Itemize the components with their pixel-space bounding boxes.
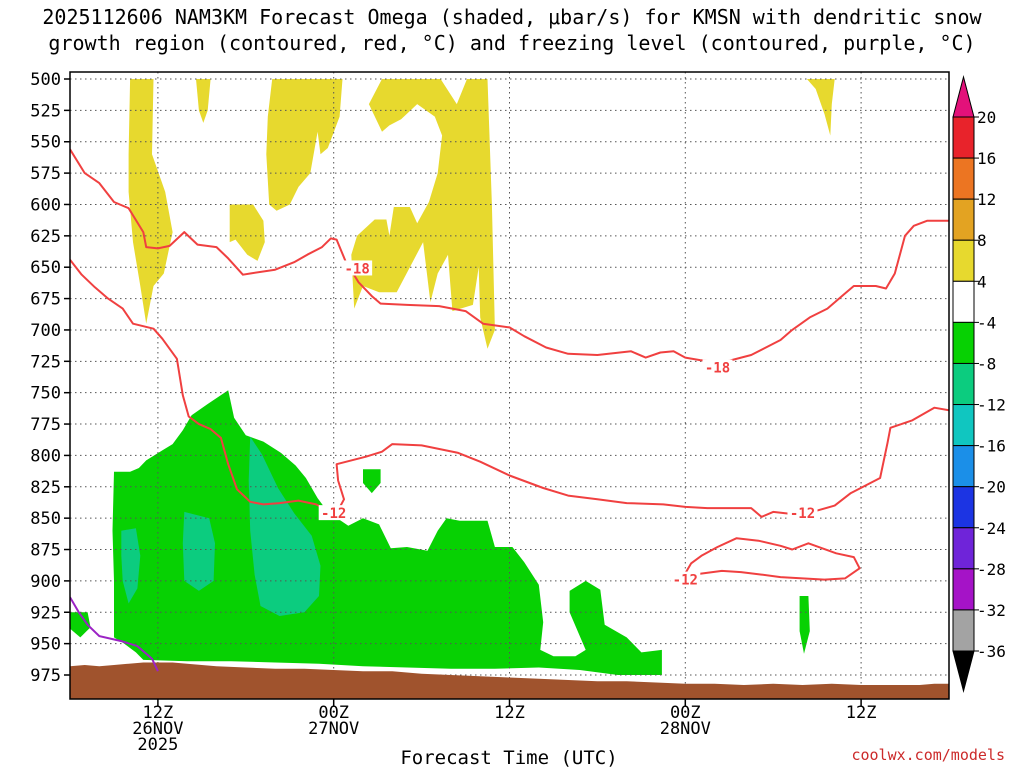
y-tick-label-10: 750 (30, 384, 61, 404)
colorbar-bin-0 (952, 116, 975, 159)
chart-title-line-1: 2025112606 NAM3KM Forecast Omega (shaded… (42, 5, 982, 29)
rising-region-0 (128, 79, 173, 324)
x-tick-label-0-1: 26NOV (132, 719, 183, 739)
y-tick-label-1: 525 (30, 101, 61, 121)
contour-label-3: -12 (790, 506, 815, 522)
colorbar-label-6: -8 (977, 354, 996, 373)
colorbar-bin-11 (952, 568, 975, 611)
sinking-moderate-region-1 (182, 511, 215, 591)
contour-minus12-closed (682, 537, 861, 581)
sinking-moderate-region-0 (121, 528, 141, 604)
contour-label-4: -12 (673, 573, 698, 589)
x-tick-label-3-1: 28NOV (660, 719, 711, 739)
y-tick-label-5: 625 (30, 227, 61, 247)
contour-label-0: -18 (344, 261, 369, 277)
colorbar-bin-3 (952, 239, 975, 282)
x-axis-title: Forecast Time (UTC) (400, 747, 617, 768)
colorbar-label-0: 20 (977, 108, 996, 127)
y-axis-pressure: 500 525 550 575 600 625 650 675 700 725 750 775 800 8… (30, 70, 70, 686)
colorbar-bin-6 (952, 362, 975, 406)
colorbar-label-10: -24 (977, 519, 1006, 538)
colorbar-label-7: -12 (977, 396, 1006, 415)
colorbar-bin-8 (952, 445, 975, 488)
freezing-level-contour (70, 596, 159, 672)
contour-label-bg-1 (702, 359, 733, 375)
x-tick-label-0-2: 2025 (137, 735, 178, 755)
y-tick-label-13: 825 (30, 478, 61, 498)
rising-region-2 (266, 79, 343, 211)
rising-region-5 (806, 79, 835, 136)
contour-label-bg-4 (670, 571, 701, 587)
x-tick-label-1-1: 27NOV (308, 719, 359, 739)
y-tick-label-11: 775 (30, 415, 61, 435)
rising-region-4 (351, 79, 495, 349)
y-tick-label-0: 500 (30, 70, 61, 90)
y-tick-label-8: 700 (30, 321, 61, 341)
sinking-moderate-region-2 (248, 436, 321, 616)
contour-label-2: -12 (321, 506, 346, 522)
chart-title-line-2: growth region (contoured, red, °C) and f… (48, 31, 975, 55)
y-tick-label-7: 675 (30, 290, 61, 310)
colorbar-label-4: 4 (977, 272, 987, 291)
colorbar-under-arrow (952, 650, 975, 693)
y-tick-label-14: 850 (30, 509, 61, 529)
freezing-level-line (70, 596, 159, 672)
y-tick-label-17: 925 (30, 603, 61, 623)
y-tick-label-4: 600 (30, 195, 61, 215)
rising-region-1 (196, 79, 211, 123)
y-tick-label-2: 550 (30, 133, 61, 153)
colorbar-label-12: -32 (977, 601, 1006, 620)
colorbar-bin-12 (952, 609, 975, 652)
contour-label-bg-2 (318, 505, 349, 521)
y-tick-label-19: 975 (30, 666, 61, 686)
contour-label-bg-0 (342, 260, 373, 276)
x-tick-label-3-0: 00Z (670, 703, 701, 723)
x-tick-label-1-0: 00Z (318, 703, 349, 723)
contour-label-bg-3 (787, 505, 818, 521)
terrain-fill (70, 662, 949, 699)
colorbar-label-8: -16 (977, 437, 1006, 456)
sinking-weak-region-3 (799, 596, 810, 654)
x-tick-label-0-0: 12Z (143, 703, 174, 723)
colorbar-bin-2 (952, 198, 975, 241)
colorbar-label-5: -4 (977, 313, 996, 332)
colorbar-label-13: -36 (977, 642, 1006, 661)
colorbar-bin-10 (952, 527, 975, 570)
contour-label-1: -18 (705, 361, 730, 377)
y-tick-label-12: 800 (30, 446, 61, 466)
colorbar-label-1: 16 (977, 149, 996, 168)
colorbar-bin-4 (952, 280, 975, 323)
colorbar-label-9: -20 (977, 478, 1006, 497)
colorbar-bin-9 (952, 486, 975, 529)
colorbar-bin-7 (952, 404, 975, 447)
x-tick-label-2-0: 12Z (494, 703, 525, 723)
contour-labels: -18 -18 -12 -12 -12 (318, 260, 818, 589)
y-tick-label-9: 725 (30, 352, 61, 372)
y-tick-label-16: 900 (30, 572, 61, 592)
colorbar-bin-5 (952, 321, 975, 364)
colorbar: 20 16 12 8 4 -4 -8 -12 -16 -20 -24 -28 -32 -36 (952, 75, 1006, 693)
omega-shading-rising (128, 79, 835, 349)
y-tick-label-3: 575 (30, 164, 61, 184)
credit-text: coolwx.com/models (851, 746, 1005, 764)
omega-shading-sinking-moderate (121, 436, 321, 616)
y-tick-label-15: 875 (30, 541, 61, 561)
x-tick-label-4-0: 12Z (846, 703, 877, 723)
colorbar-label-2: 12 (977, 190, 996, 209)
colorbar-bin-1 (952, 157, 975, 200)
y-tick-label-6: 650 (30, 258, 61, 278)
colorbar-label-3: 8 (977, 231, 987, 250)
y-tick-label-18: 950 (30, 635, 61, 655)
contour-minus18 (70, 148, 949, 364)
terrain-polygon (70, 662, 949, 699)
colorbar-label-11: -28 (977, 560, 1006, 579)
colorbar-over-arrow (952, 75, 975, 118)
plot-area: -18 -18 -12 -12 -12 (70, 72, 949, 699)
sinking-weak-region-2 (70, 612, 91, 638)
rising-region-3 (229, 204, 265, 261)
